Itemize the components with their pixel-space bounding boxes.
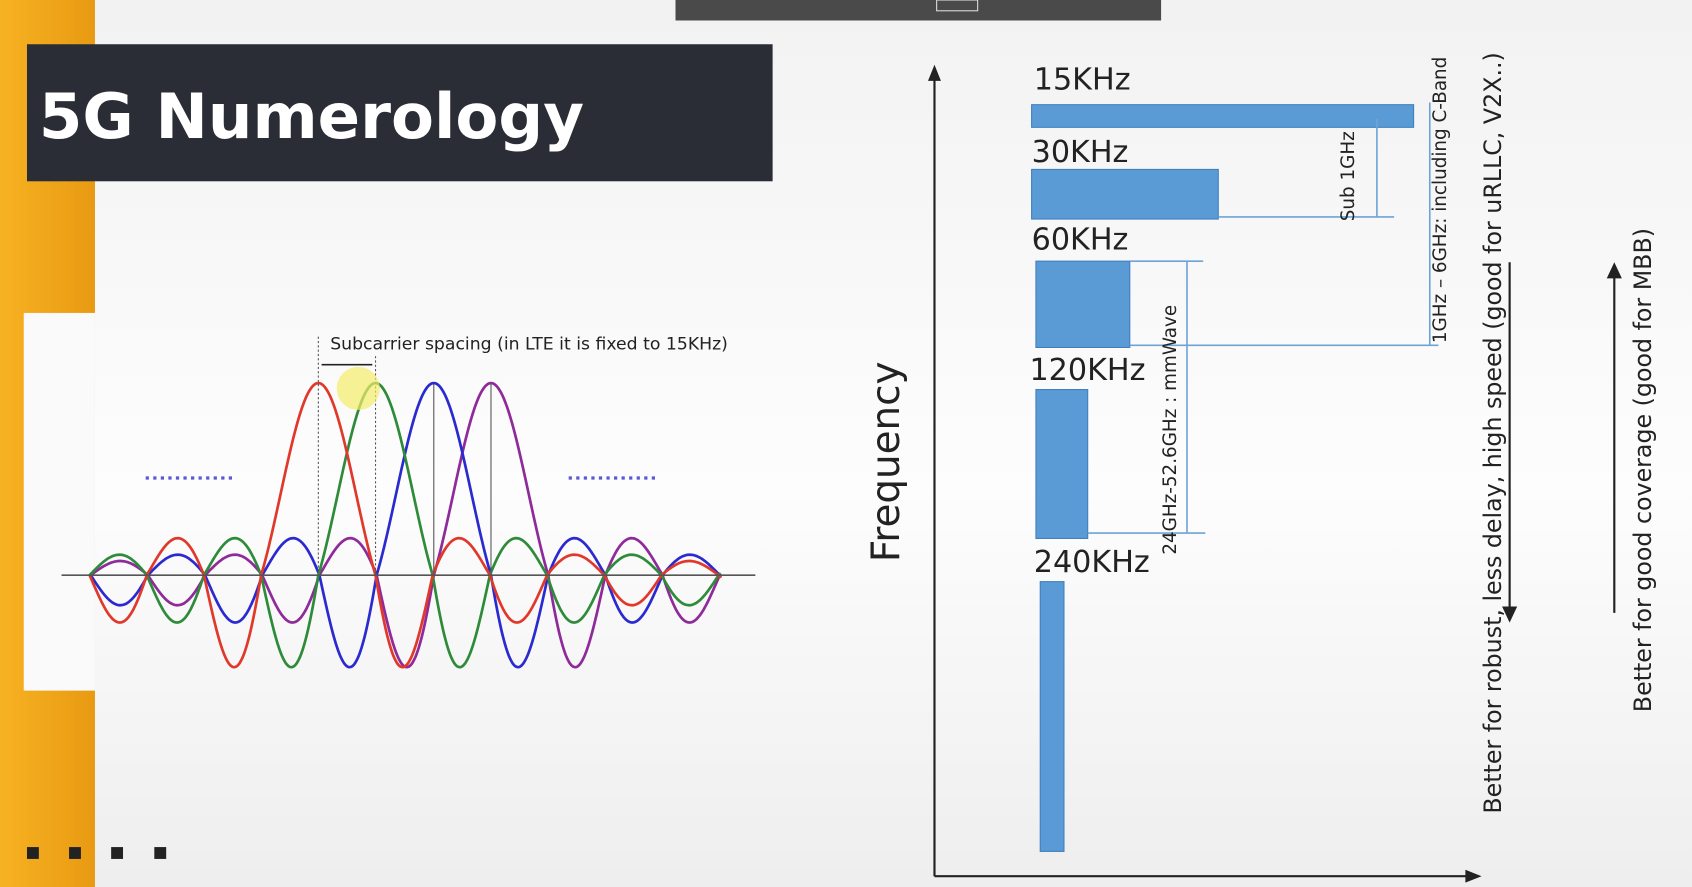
note: Better for robust, less delay, high spee… — [1479, 52, 1507, 813]
spacing-label: 30KHz — [1032, 135, 1129, 170]
title-box — [26, 44, 773, 182]
ofdm-figure: Subcarrier spacing (in LTE it is fixed t… — [61, 335, 756, 669]
spacing-annotation: Subcarrier spacing (in LTE it is fixed t… — [330, 335, 728, 355]
band-label: 1GHz – 6GHz: including C-Band — [1430, 57, 1451, 343]
spacing-label: 120KHz — [1029, 353, 1145, 388]
numerology-diagram: Frequency 15KHz 30KHz 60KHz 120KHz 240KH… — [864, 52, 1657, 883]
title: 5G Numerology — [39, 80, 584, 153]
subcarrier-wave — [88, 381, 722, 669]
band-label: Sub 1GHz — [1338, 131, 1359, 221]
accent-cutout — [23, 312, 95, 691]
spacing-label: 60KHz — [1032, 222, 1129, 257]
subcarrier-wave — [88, 381, 722, 669]
nav-dots — [26, 847, 167, 859]
spacing-label: 240KHz — [1034, 545, 1150, 580]
player-bar — [675, 0, 1162, 21]
axis-label: Frequency — [864, 362, 909, 563]
spacing-label: 15KHz — [1034, 63, 1131, 98]
player-button[interactable] — [936, 0, 979, 12]
note: Better for good coverage (good for MBB) — [1629, 228, 1657, 712]
band-label: 24GHz-52.6GHz : mmWave — [1160, 305, 1181, 555]
